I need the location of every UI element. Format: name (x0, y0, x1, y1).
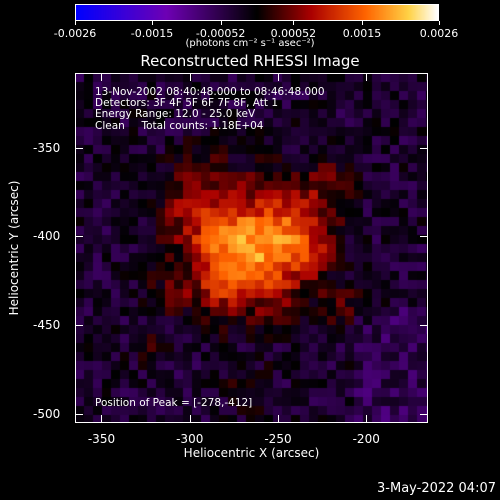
colorbar-tick (152, 21, 153, 25)
x-tick-label: -250 (264, 432, 292, 446)
y-tick (75, 325, 83, 327)
peak-position-text: Position of Peak = [-278,-412] (95, 397, 253, 409)
x-tick (189, 415, 191, 423)
colorbar-tick-label: 0.0026 (419, 27, 459, 40)
x-tick-label: -200 (352, 432, 380, 446)
time-range-text: 13-Nov-2002 08:40:48.000 to 08:46:48.000 (95, 86, 325, 98)
colorbar (75, 4, 439, 21)
colorbar-tick-label: -0.0026 (53, 27, 97, 40)
y-tick (75, 414, 83, 416)
y-tick-right (420, 236, 428, 238)
y-tick-label: -400 (33, 229, 61, 244)
x-tick-top (189, 73, 191, 81)
x-tick-label: -350 (87, 432, 116, 446)
colorbar-units: (photons cm⁻² s⁻¹ asec⁻²) (185, 38, 315, 49)
y-tick-right (420, 147, 428, 149)
y-tick-label: -500 (33, 407, 61, 422)
detectors-text: Detectors: 3F 4F 5F 6F 7F 8F, Att 1 (95, 97, 279, 109)
energy-range-text: Energy Range: 12.0 - 25.0 keV (95, 108, 256, 120)
y-tick-label: -450 (33, 318, 61, 333)
x-tick-top (366, 73, 368, 81)
x-tick-top (277, 73, 279, 81)
total-counts-text: Clean Total counts: 1.18E+04 (95, 120, 264, 132)
colorbar-tick-label: -0.00052 (195, 27, 246, 40)
y-tick-right (420, 414, 428, 416)
image-title: Reconstructed RHESSI Image (140, 52, 360, 70)
colorbar-tick-label: -0.0015 (130, 27, 174, 40)
x-tick-label: -300 (176, 432, 204, 446)
colorbar-tick-label: 0.0015 (342, 27, 382, 40)
y-tick-label: -350 (33, 140, 61, 155)
x-tick (101, 415, 103, 423)
y-tick-right (420, 325, 428, 327)
y-tick (75, 236, 83, 238)
colorbar-tick (362, 21, 363, 25)
plot-date: 3-May-2022 04:07 (377, 481, 496, 496)
y-axis-label: Heliocentric Y (arcsec) (7, 180, 21, 316)
x-tick (366, 415, 368, 423)
y-axis-label-wrap: Heliocentric Y (arcsec) (0, 73, 28, 423)
x-tick (277, 415, 279, 423)
colorbar-tick-label: 0.00052 (270, 27, 317, 40)
x-axis-label: Heliocentric X (arcsec) (183, 446, 320, 460)
colorbar-tick (220, 21, 222, 25)
colorbar-tick (293, 21, 295, 25)
x-tick-top (101, 73, 103, 81)
y-tick (75, 147, 83, 149)
colorbar-tick (75, 21, 76, 25)
rhessi-image (75, 73, 428, 423)
colorbar-tick (439, 21, 440, 25)
